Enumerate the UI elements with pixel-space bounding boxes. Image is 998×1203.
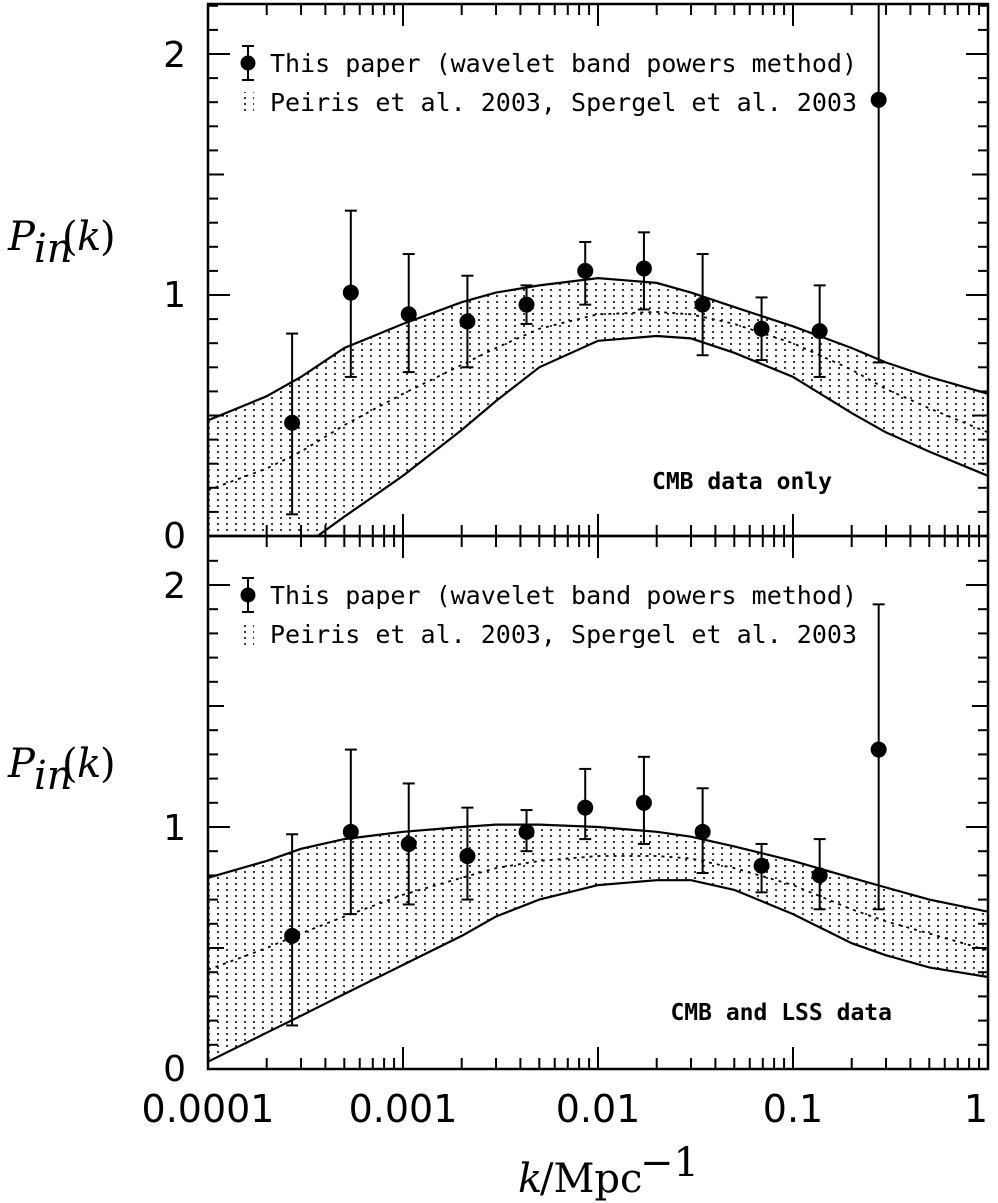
svg-text:): )	[100, 214, 116, 260]
svg-text:−1: −1	[640, 1140, 699, 1186]
band-upper-curve	[208, 276, 988, 422]
data-point	[284, 927, 301, 944]
legend-marker-band	[243, 624, 254, 646]
y-tick-label: 1	[163, 808, 186, 849]
y-axis-label: P in ( k )	[7, 741, 116, 799]
svg-text:P: P	[7, 741, 36, 787]
confidence-band	[208, 276, 988, 536]
svg-text:in: in	[34, 753, 73, 799]
data-point	[518, 296, 535, 313]
legend-marker-band	[243, 92, 254, 114]
legend: This paper (wavelet band powers method) …	[240, 577, 857, 649]
x-tick-label: 0.01	[556, 1087, 641, 1131]
x-tick-label: 0.001	[349, 1087, 458, 1131]
data-point	[694, 823, 711, 840]
data-point	[284, 414, 301, 431]
data-point	[694, 296, 711, 313]
data-point	[518, 823, 535, 840]
y-tick-label: 0	[163, 1049, 186, 1090]
data-point	[635, 794, 652, 811]
band-central-curve	[208, 310, 988, 492]
panel-cmb-only	[208, 4, 988, 536]
data-point	[577, 799, 594, 816]
data-point	[870, 91, 887, 108]
data-points	[284, 603, 887, 1027]
band-lower-curve	[208, 879, 988, 1063]
confidence-band	[208, 823, 988, 1063]
svg-text:k: k	[518, 1156, 542, 1202]
y-tick-label: 2	[163, 566, 186, 607]
band-upper-curve	[208, 823, 988, 913]
data-point	[870, 741, 887, 758]
svg-text:/Mpc: /Mpc	[540, 1156, 642, 1202]
data-point	[459, 848, 476, 865]
data-point	[577, 262, 594, 279]
band-fill	[208, 278, 988, 536]
x-tick-label: 1	[964, 1087, 988, 1131]
data-point	[811, 323, 828, 340]
data-point	[459, 313, 476, 330]
data-point	[400, 835, 417, 852]
panel-cmb-lss	[208, 603, 988, 1063]
data-point	[342, 823, 359, 840]
svg-text:k: k	[77, 741, 101, 787]
legend-entry-this-paper: This paper (wavelet band powers method)	[270, 49, 857, 78]
data-point	[635, 260, 652, 277]
legend: This paper (wavelet band powers method) …	[240, 45, 857, 117]
x-tick-label: 0.1	[763, 1087, 823, 1131]
data-point	[342, 284, 359, 301]
data-point	[753, 320, 770, 337]
y-axis-label: P in ( k )	[7, 214, 116, 272]
band-lower-curve	[315, 334, 988, 536]
x-axis-label: k /Mpc −1	[518, 1140, 699, 1202]
svg-text:(: (	[62, 741, 78, 787]
data-point	[753, 857, 770, 874]
svg-text:in: in	[34, 226, 73, 272]
panel-annotation: CMB data only	[652, 469, 832, 495]
y-tick-label: 2	[163, 35, 186, 76]
axes	[206, 2, 990, 1071]
svg-text:k: k	[77, 214, 101, 260]
svg-text:(: (	[62, 214, 78, 260]
legend-entry-this-paper: This paper (wavelet band powers method)	[270, 581, 857, 610]
panel-annotation: CMB and LSS data	[670, 1000, 892, 1026]
svg-text:): )	[100, 741, 116, 787]
legend-entry-peiris: Peiris et al. 2003, Spergel et al. 2003	[270, 88, 857, 117]
data-point	[400, 306, 417, 323]
y-tick-label: 1	[163, 275, 186, 316]
band-central-curve	[208, 855, 988, 971]
legend-entry-peiris: Peiris et al. 2003, Spergel et al. 2003	[270, 620, 857, 649]
data-points	[284, 4, 887, 516]
data-point	[811, 867, 828, 884]
band-fill	[208, 824, 988, 1062]
svg-text:P: P	[7, 214, 36, 260]
x-tick-label: 0.0001	[142, 1087, 275, 1131]
y-tick-label: 0	[163, 516, 186, 557]
